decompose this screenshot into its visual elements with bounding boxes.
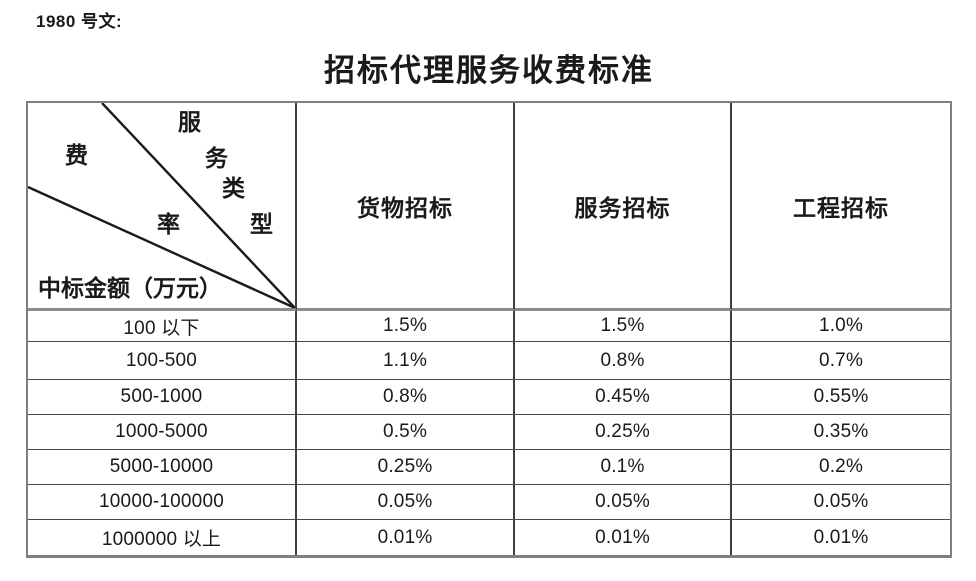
row-amount-range-cell: 5000-10000 — [28, 450, 297, 485]
column-header-service-bidding: 服务招标 — [515, 103, 732, 311]
column-header-goods-bidding: 货物招标 — [297, 103, 515, 311]
corner-service-type-char-3: 类 — [222, 176, 245, 201]
fee-rate-value-cell: 1.5% — [515, 311, 732, 342]
fee-rate-value-cell: 0.2% — [732, 450, 950, 485]
table-corner-cell: 费 率 服 务 类 型 中标金额（万元） — [28, 103, 297, 311]
fee-rate-value-cell: 0.01% — [813, 526, 869, 548]
row-amount-range-cell: 1000000 以上 — [28, 520, 297, 555]
corner-fee-rate-char-2: 率 — [157, 212, 180, 237]
document-number-label: 1980 号文: — [36, 12, 123, 31]
fee-standard-table: 费 率 服 务 类 型 中标金额（万元） 货物招标 服务招标 工程招标 100 … — [26, 101, 952, 558]
fee-rate-value-cell: 0.35% — [732, 415, 950, 450]
row-amount-range-cell: 1000-5000 — [28, 415, 297, 450]
fee-rate-value-cell: 0.45% — [515, 380, 732, 415]
fee-rate-value-cell: 0.25% — [297, 450, 515, 485]
corner-service-type-char-4: 型 — [250, 212, 273, 237]
fee-rate-value-cell: 0.8% — [297, 380, 515, 415]
corner-service-type-char-2: 务 — [205, 146, 228, 171]
fee-rate-value-cell: 0.55% — [732, 380, 950, 415]
diagonal-divider-lines — [28, 103, 295, 308]
row-amount-range-cell: 10000-100000 — [28, 485, 297, 520]
row-amount-range-cell: 100-500 — [28, 342, 297, 380]
fee-rate-value-cell: 0.1% — [515, 450, 732, 485]
fee-rate-value-cell: 0.5% — [297, 415, 515, 450]
row-amount-range-cell: 100 以下 — [28, 311, 297, 342]
fee-rate-value-cell: 0.25% — [515, 415, 732, 450]
fee-rate-value-cell: 0.05% — [515, 485, 732, 520]
fee-rate-value-cell: 0.7% — [732, 342, 950, 380]
corner-amount-label: 中标金额（万元） — [38, 276, 222, 301]
fee-rate-value-cell: 1.5% — [297, 311, 515, 342]
row-amount-range-cell: 500-1000 — [28, 380, 297, 415]
corner-fee-rate-char-1: 费 — [65, 143, 88, 168]
fee-rate-value-cell: 0.05% — [732, 485, 950, 520]
fee-rate-value-cell: 1.1% — [297, 342, 515, 380]
fee-rate-value-cell: 0.8% — [515, 342, 732, 380]
corner-service-type-char-1: 服 — [178, 110, 201, 135]
fee-rate-value-cell: 1.0% — [732, 311, 950, 342]
fee-rate-value-cell: 0.05% — [297, 485, 515, 520]
fee-rate-value-cell: 0.01% — [297, 520, 515, 555]
column-header-works-bidding: 工程招标 — [732, 103, 950, 311]
fee-rate-value-cell: 0.01% — [515, 520, 732, 555]
page-title: 招标代理服务收费标准 — [324, 53, 654, 88]
